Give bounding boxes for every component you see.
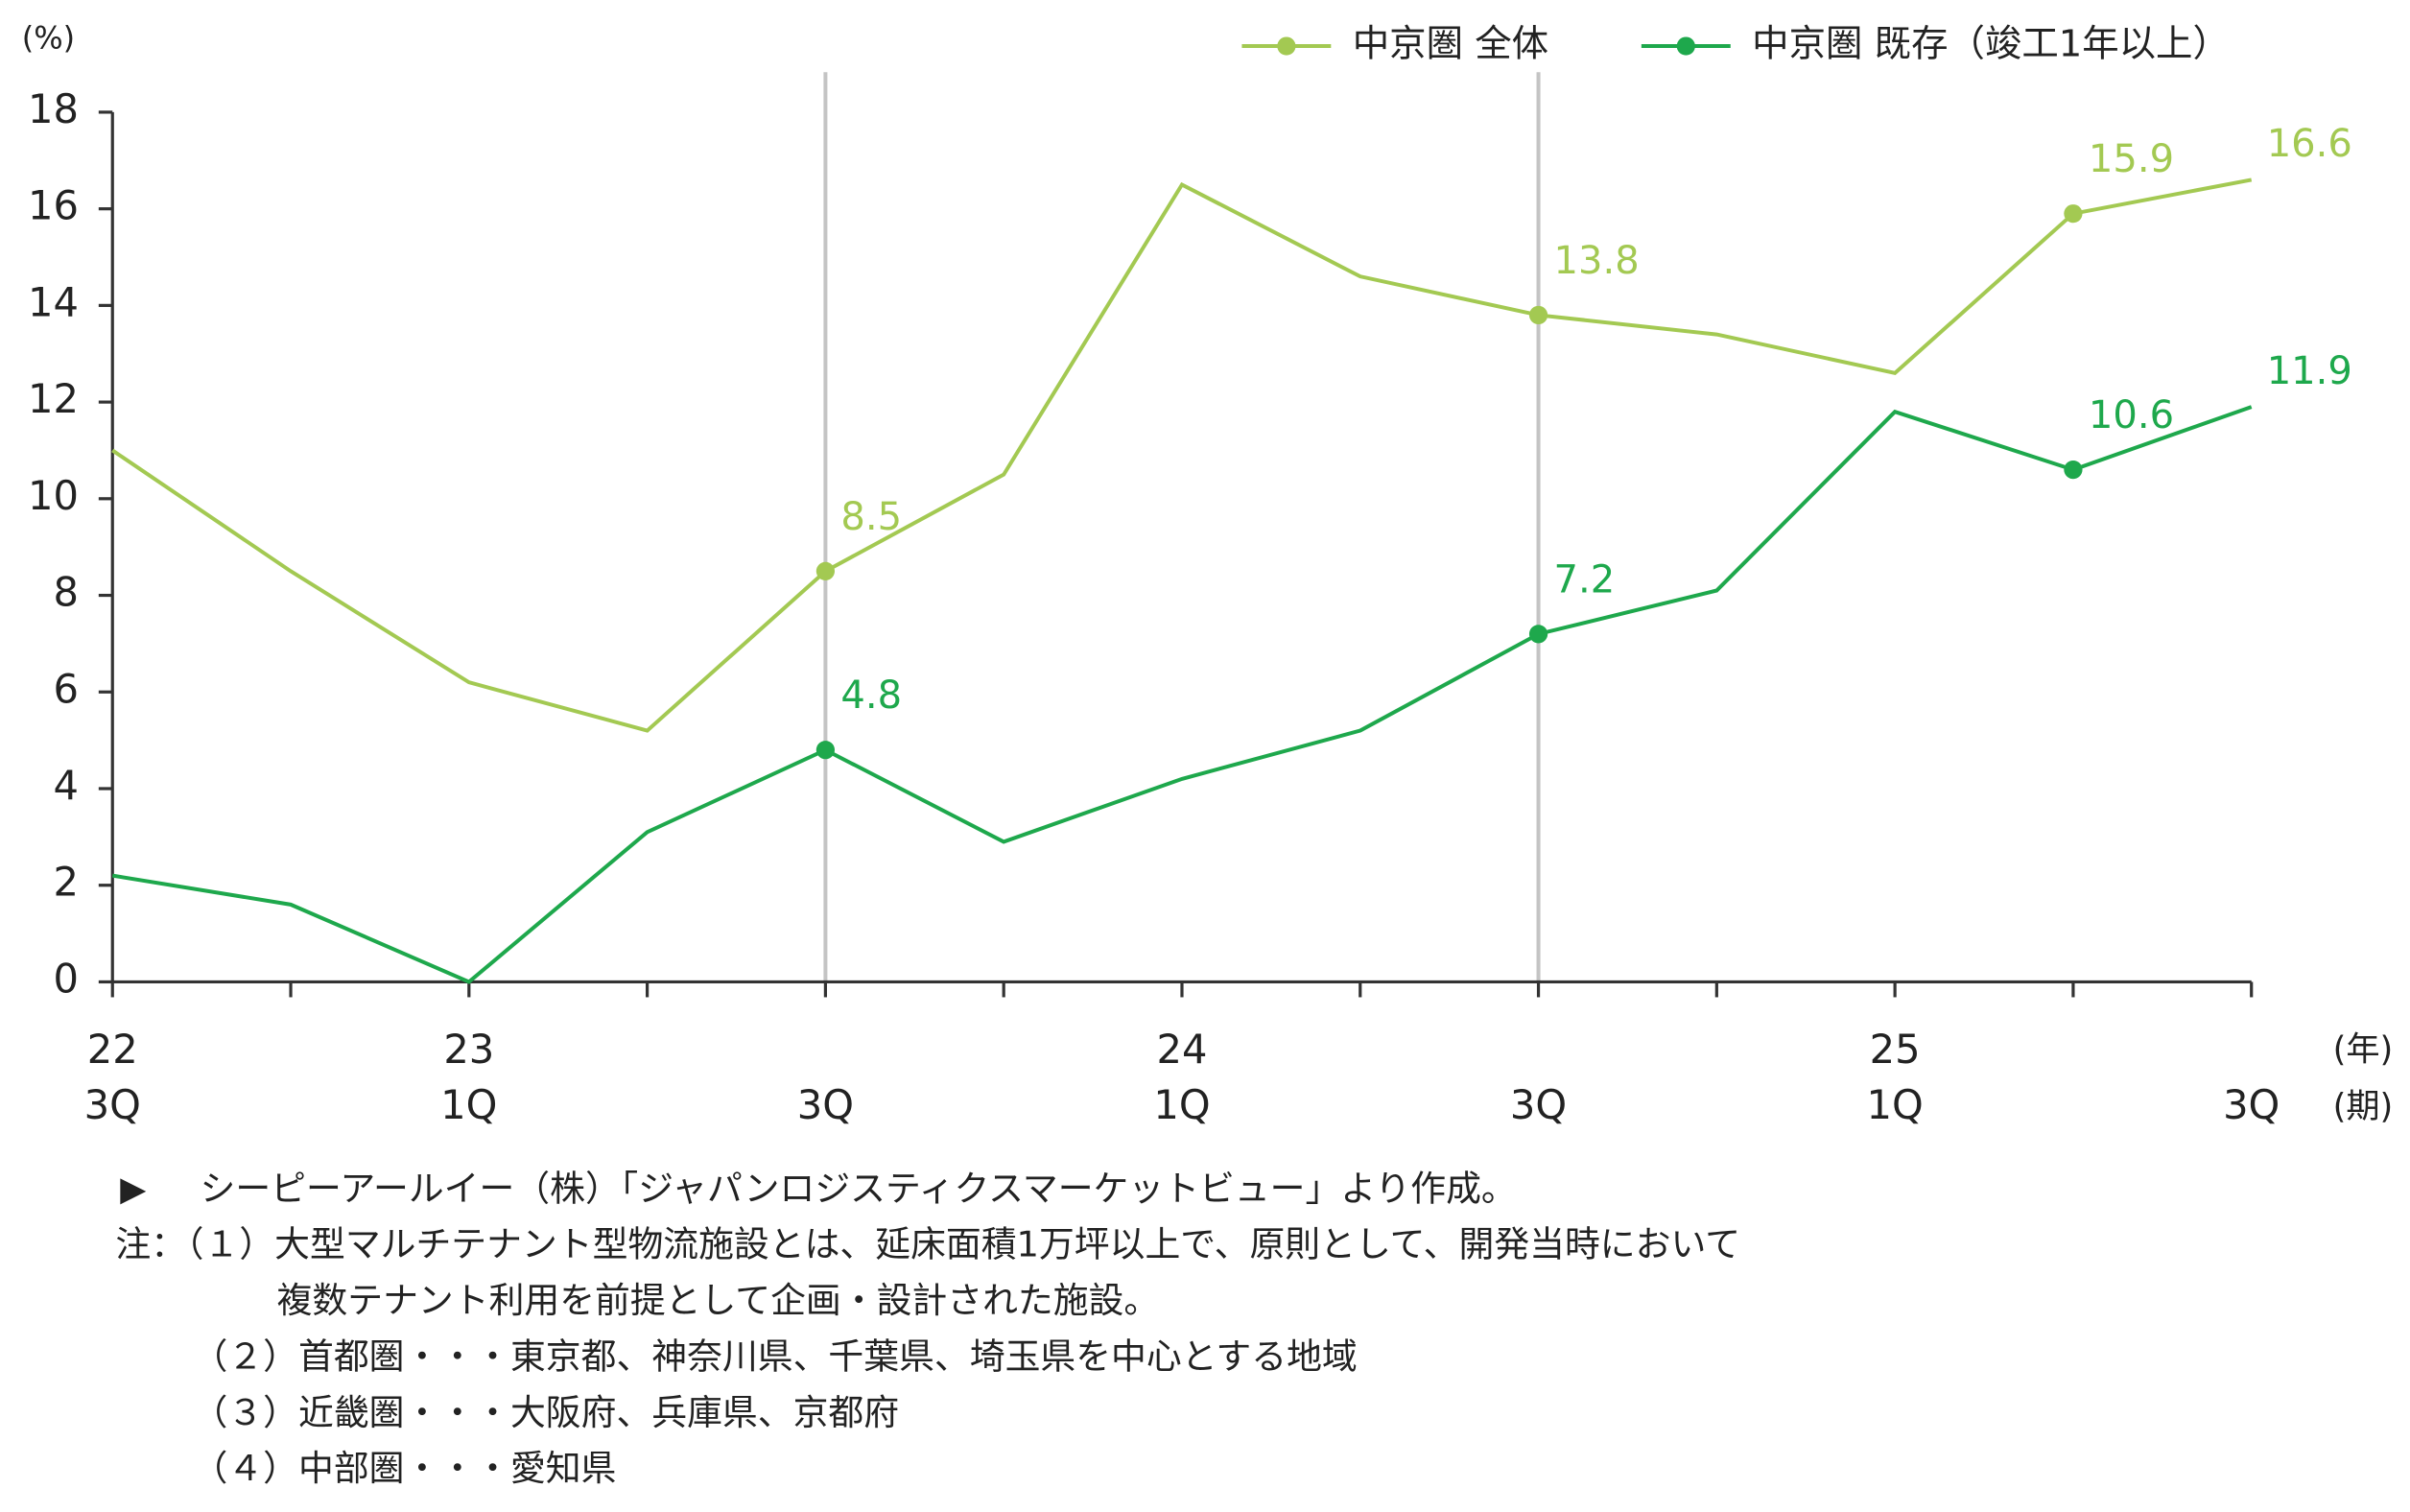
- point-marker: [1528, 625, 1548, 644]
- data-label: 8.5: [840, 495, 902, 539]
- y-unit-label: (%): [22, 20, 75, 57]
- note: 注：（１）大型マルチテナント型物流施設とは、延床面積1万坪以上で、原則として、開…: [115, 1223, 1740, 1264]
- x-tick-quarter: 1Q: [1153, 1081, 1210, 1128]
- x-tick-year: 25: [1870, 1026, 1921, 1073]
- data-label: 13.8: [1554, 239, 1640, 283]
- x-unit-label: (期): [2333, 1087, 2394, 1126]
- legend-label: 中京圏 既存（竣工1年以上）: [1752, 23, 2230, 66]
- data-label: 15.9: [2089, 137, 2174, 181]
- point-marker: [2064, 460, 2083, 480]
- x-tick-quarter: 3Q: [797, 1081, 854, 1128]
- point-marker: [815, 741, 836, 760]
- point-marker: [2064, 204, 2083, 224]
- y-tick-label: 2: [54, 859, 79, 906]
- source-marker: ▶: [120, 1169, 146, 1209]
- x-tick-quarter: 3Q: [1510, 1081, 1567, 1128]
- x-tick-quarter: 3Q: [84, 1081, 141, 1128]
- y-tick-label: 0: [54, 955, 79, 1002]
- legend-marker: [1277, 36, 1296, 56]
- data-label: 7.2: [1554, 557, 1616, 602]
- point-marker: [1528, 305, 1548, 325]
- y-tick-label: 12: [28, 375, 79, 422]
- legend-marker: [1676, 36, 1695, 56]
- legend-label: 中京圏 全体: [1353, 23, 1548, 66]
- y-tick-label: 4: [54, 762, 79, 809]
- data-label: 4.8: [840, 673, 902, 718]
- x-tick-quarter: 1Q: [440, 1081, 497, 1128]
- x-tick-year: 23: [443, 1026, 494, 1073]
- note: （２）首都圏・・・東京都、神奈川県、千葉県、埼玉県を中心とする地域: [193, 1335, 1358, 1377]
- series-line: [111, 405, 2253, 984]
- y-tick-label: 6: [54, 665, 79, 712]
- note: （３）近畿圏・・・大阪府、兵庫県、京都府: [193, 1392, 900, 1433]
- y-tick-label: 8: [54, 569, 79, 616]
- data-label: 16.6: [2267, 122, 2352, 166]
- y-tick-label: 18: [28, 85, 79, 132]
- series-line: [111, 177, 2253, 733]
- x-tick-quarter: 1Q: [1867, 1081, 1924, 1128]
- y-tick-label: 14: [28, 278, 79, 325]
- x-tick-quarter: 3Q: [2223, 1081, 2280, 1128]
- point-marker: [815, 561, 836, 580]
- note: （４）中部圏・・・愛知県: [193, 1448, 617, 1489]
- x-tick-year: 22: [87, 1026, 138, 1073]
- source: シーピーアールイー（株）「ジャパンロジスティクスマーケットビュー」より作成。: [201, 1169, 1517, 1210]
- y-tick-label: 16: [28, 182, 79, 229]
- y-tick-label: 10: [28, 472, 79, 519]
- x-unit-label: (年): [2333, 1030, 2394, 1070]
- data-label: 10.6: [2089, 393, 2174, 437]
- x-tick-year: 24: [1156, 1026, 1207, 1073]
- data-label: 11.9: [2267, 349, 2352, 393]
- note: 複数テナント利用を前提として企画・設計された施設。: [277, 1280, 1160, 1321]
